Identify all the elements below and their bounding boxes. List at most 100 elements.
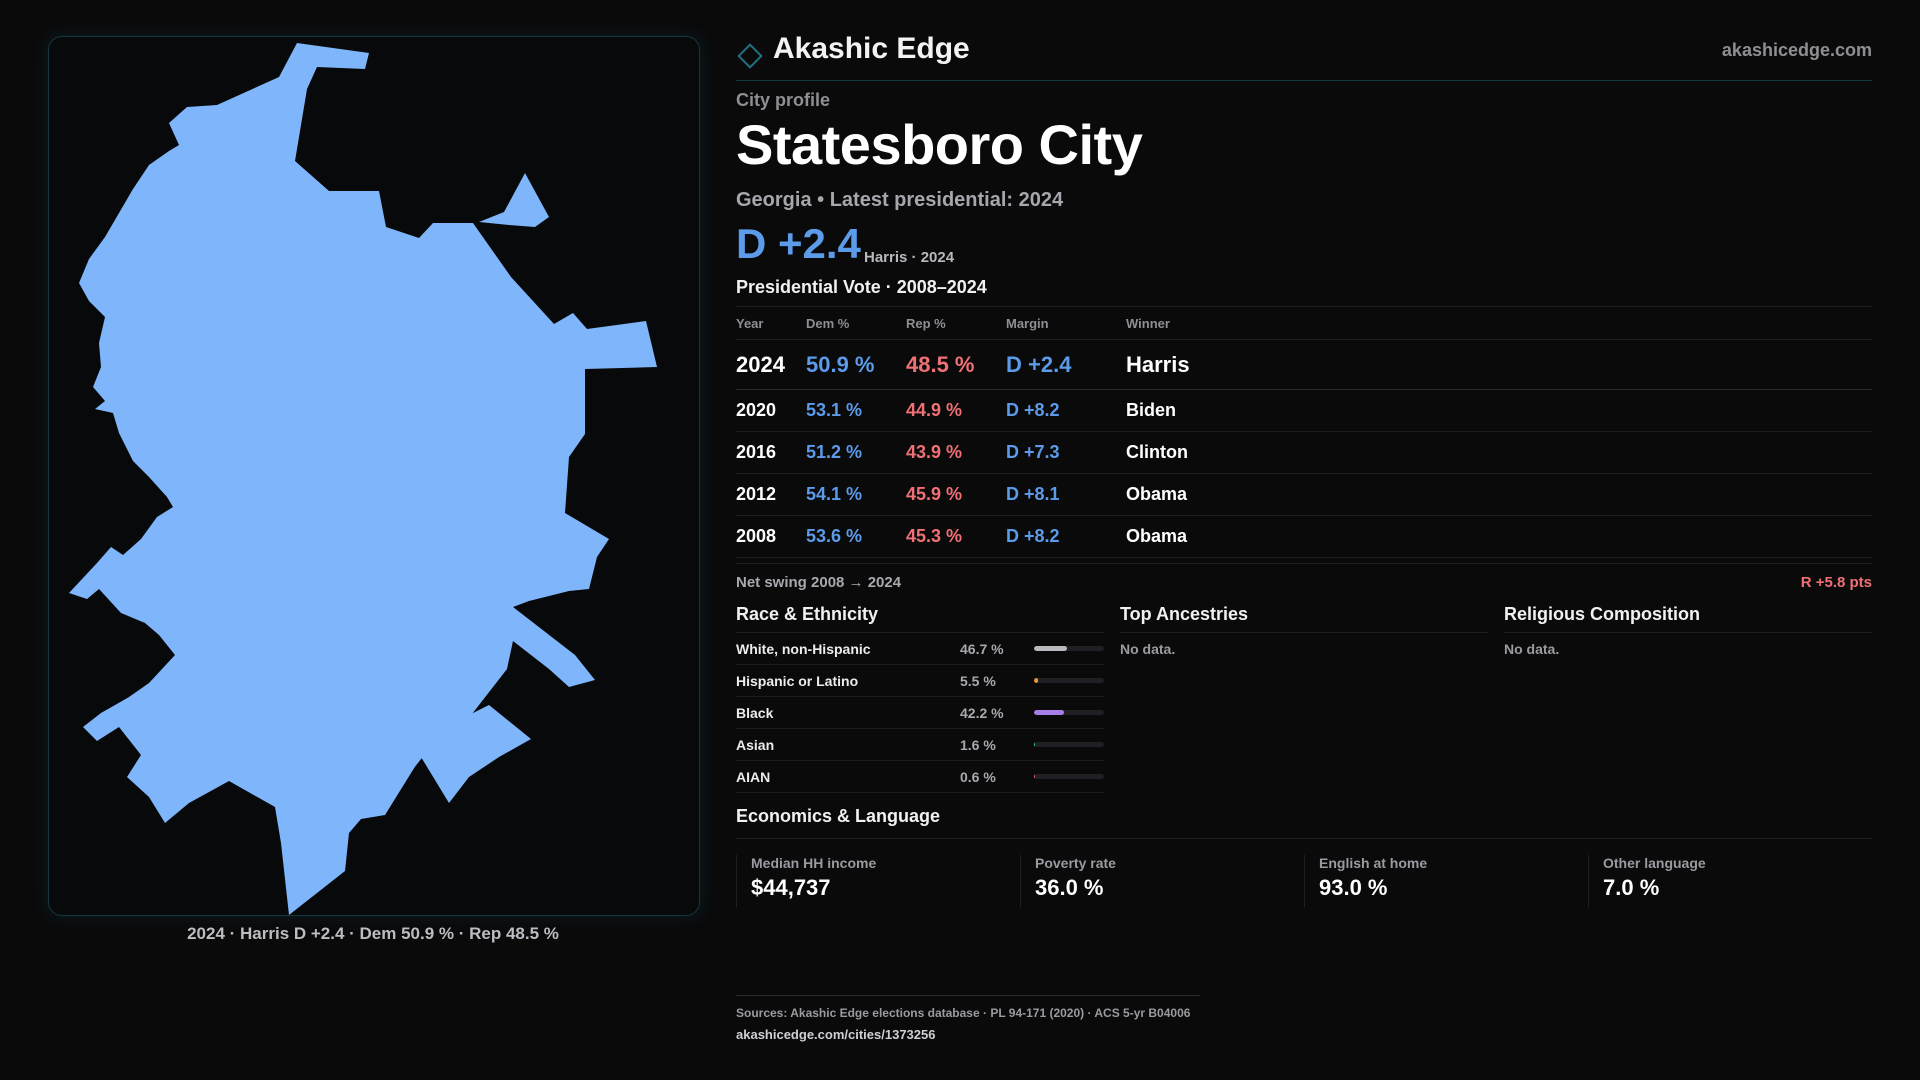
race-pct: 42.2 % xyxy=(960,704,1004,721)
race-bar-fill xyxy=(1034,710,1064,715)
race-bar xyxy=(1034,774,1104,779)
race-bar-fill xyxy=(1034,742,1036,747)
stat-value: $44,737 xyxy=(751,875,831,900)
economics-stats: Median HH income $44,737 Poverty rate 36… xyxy=(736,838,1872,919)
race-name: Asian xyxy=(736,736,775,753)
net-swing-value: R +5.8 pts xyxy=(1800,574,1872,591)
stat-value: 93.0 % xyxy=(1319,875,1388,900)
stat-value: 7.0 % xyxy=(1603,875,1660,900)
footer-divider xyxy=(736,995,1200,996)
stat-poverty-rate: Poverty rate 36.0 % xyxy=(1020,855,1304,907)
margin-cell: D +8.1 xyxy=(1006,484,1060,504)
brand-url-link[interactable]: akashicedge.com xyxy=(1721,40,1872,60)
stat-label: Poverty rate xyxy=(1035,855,1116,871)
year-cell: 2024 xyxy=(736,351,785,377)
diamond-logo-icon xyxy=(737,43,763,69)
city-map[interactable] xyxy=(48,36,700,916)
race-bar xyxy=(1034,710,1104,715)
race-row: Asian 1.6 % xyxy=(736,729,1104,761)
rep-cell: 48.5 % xyxy=(906,351,975,377)
race-pct: 5.5 % xyxy=(960,672,996,689)
margin-cell: D +7.3 xyxy=(1006,442,1060,462)
page-url-link[interactable]: akashicedge.com/cities/1373256 xyxy=(736,1027,936,1042)
religion-section: Religious Composition No data. xyxy=(1504,602,1872,657)
city-boundary-shape[interactable] xyxy=(69,43,657,915)
winner-cell: Obama xyxy=(1126,484,1188,504)
race-bar-fill xyxy=(1034,646,1067,651)
col-dem-header: Dem % xyxy=(806,315,850,331)
race-bar-fill xyxy=(1034,774,1036,779)
race-row: AIAN 0.6 % xyxy=(736,761,1104,793)
stat-value: 36.0 % xyxy=(1035,875,1104,900)
margin-cell: D +2.4 xyxy=(1006,351,1072,377)
ancestries-section-title: Top Ancestries xyxy=(1120,602,1488,633)
rep-cell: 45.9 % xyxy=(906,484,963,504)
stat-label: English at home xyxy=(1319,855,1428,871)
race-bar xyxy=(1034,646,1104,651)
dem-cell: 54.1 % xyxy=(806,484,863,504)
rep-cell: 45.3 % xyxy=(906,526,963,546)
city-exclave-shape[interactable] xyxy=(479,173,549,227)
col-winner-header: Winner xyxy=(1126,315,1170,331)
dem-cell: 50.9 % xyxy=(806,351,875,377)
sources-note: Sources: Akashic Edge elections database… xyxy=(736,1006,1191,1020)
race-pct: 1.6 % xyxy=(960,736,996,753)
stat-label: Other language xyxy=(1603,855,1706,871)
race-pct: 46.7 % xyxy=(960,640,1004,657)
race-name: Hispanic or Latino xyxy=(736,672,859,689)
economics-section-title: Economics & Language xyxy=(736,806,941,826)
dem-cell: 53.6 % xyxy=(806,526,863,546)
year-cell: 2020 xyxy=(736,400,777,420)
winner-cell: Clinton xyxy=(1126,442,1188,462)
brand-header: Akashic Edge akashicedge.com xyxy=(736,30,1872,81)
stat-english-at-home: English at home 93.0 % xyxy=(1304,855,1588,907)
vote-section-title: Presidential Vote · 2008–2024 xyxy=(736,277,987,297)
race-name: Black xyxy=(736,704,774,721)
race-row: White, non-Hispanic 46.7 % xyxy=(736,633,1104,665)
race-name: White, non-Hispanic xyxy=(736,640,871,657)
race-row: Black 42.2 % xyxy=(736,697,1104,729)
dem-cell: 51.2 % xyxy=(806,442,863,462)
table-row: 2024 50.9 % 48.5 % D +2.4 Harris xyxy=(736,340,1872,390)
margin-cell: D +8.2 xyxy=(1006,526,1060,546)
race-ethnicity-section: Race & Ethnicity White, non-Hispanic 46.… xyxy=(736,602,1104,793)
page-subtitle: Georgia • Latest presidential: 2024 xyxy=(736,189,1064,211)
stat-label: Median HH income xyxy=(751,855,877,871)
year-cell: 2012 xyxy=(736,484,777,504)
religion-empty: No data. xyxy=(1504,641,1560,657)
net-swing-label: Net swing 2008 → 2024 xyxy=(736,574,902,591)
map-caption: 2024 · Harris D +2.4 · Dem 50.9 % · Rep … xyxy=(187,924,559,943)
stat-median-income: Median HH income $44,737 xyxy=(736,855,1020,907)
table-row: 2012 54.1 % 45.9 % D +8.1 Obama xyxy=(736,474,1872,516)
race-bar xyxy=(1034,742,1104,747)
margin-cell: D +8.2 xyxy=(1006,400,1060,420)
profile-panel: Akashic Edge akashicedge.com City profil… xyxy=(736,0,1872,1080)
latest-margin: D +2.4 xyxy=(736,220,861,267)
page-eyebrow: City profile xyxy=(736,90,831,110)
race-list: White, non-Hispanic 46.7 % Hispanic or L… xyxy=(736,633,1104,793)
brand-name: Akashic Edge xyxy=(773,32,970,65)
winner-cell: Obama xyxy=(1126,526,1188,546)
year-cell: 2008 xyxy=(736,526,777,546)
table-row: 2008 53.6 % 45.3 % D +8.2 Obama xyxy=(736,516,1872,558)
page-title: Statesboro City xyxy=(736,113,1143,176)
net-swing-row: Net swing 2008 → 2024 R +5.8 pts xyxy=(736,563,1872,600)
religion-section-title: Religious Composition xyxy=(1504,602,1872,633)
stat-other-language: Other language 7.0 % xyxy=(1588,855,1872,907)
col-margin-header: Margin xyxy=(1006,315,1049,331)
col-rep-header: Rep % xyxy=(906,315,946,331)
rep-cell: 43.9 % xyxy=(906,442,963,462)
latest-margin-note: Harris · 2024 xyxy=(864,249,955,266)
year-cell: 2016 xyxy=(736,442,777,462)
ancestries-empty: No data. xyxy=(1120,641,1176,657)
presidential-vote-table: Year Dem % Rep % Margin Winner 2024 50.9… xyxy=(736,306,1872,558)
race-section-title: Race & Ethnicity xyxy=(736,602,1104,633)
race-bar xyxy=(1034,678,1104,683)
race-pct: 0.6 % xyxy=(960,768,996,785)
race-bar-fill xyxy=(1034,678,1038,683)
winner-cell: Biden xyxy=(1126,400,1177,420)
winner-cell: Harris xyxy=(1126,351,1190,377)
rep-cell: 44.9 % xyxy=(906,400,963,420)
race-name: AIAN xyxy=(736,768,771,785)
col-year-header: Year xyxy=(736,315,764,331)
